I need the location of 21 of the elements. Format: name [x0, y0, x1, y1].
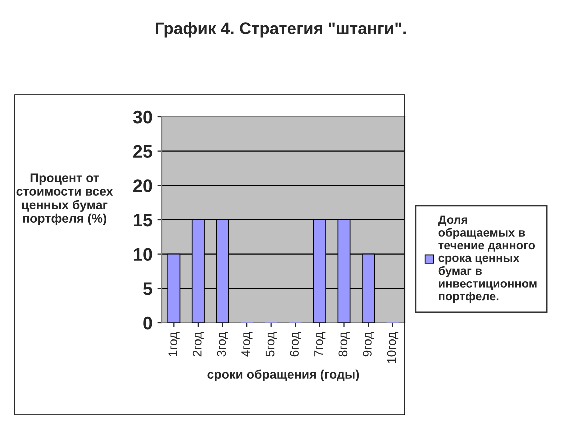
- x-tick-label: 5год: [266, 332, 278, 357]
- x-tick-label: 3год: [217, 332, 228, 357]
- x-tick-label: 7год: [314, 332, 326, 357]
- x-tick-label: 2год: [192, 332, 204, 357]
- y-tick-label: 20: [134, 180, 152, 192]
- x-tick-label: 8год: [338, 332, 350, 357]
- y-tick-label: 15: [134, 214, 152, 227]
- x-tick-label: 1год: [168, 332, 180, 356]
- y-tick-label: 10: [134, 248, 152, 262]
- x-tick-label: 9год: [363, 332, 374, 357]
- y-tick-label: 5: [143, 282, 152, 296]
- x-tick-label: 6год: [290, 332, 302, 357]
- x-tick-label: 10год: [387, 332, 399, 364]
- y-tick-label: 25: [134, 145, 152, 158]
- y-tick-label: 0: [144, 316, 152, 330]
- chart-title: График 4. Стратегия "штанги".: [156, 22, 406, 38]
- x-axis-title: сроки обращения (годы): [208, 370, 360, 382]
- x-tick-label: 4год: [242, 332, 253, 357]
- legend-label: Доля обращаемых в течение данного срока ценных бумаг в инвестиционном портфеле.: [438, 216, 537, 303]
- y-tick-label: 30: [133, 110, 152, 124]
- y-axis-title: Процент от стоимости всех ценных бумаг портфеля (%): [16, 174, 114, 226]
